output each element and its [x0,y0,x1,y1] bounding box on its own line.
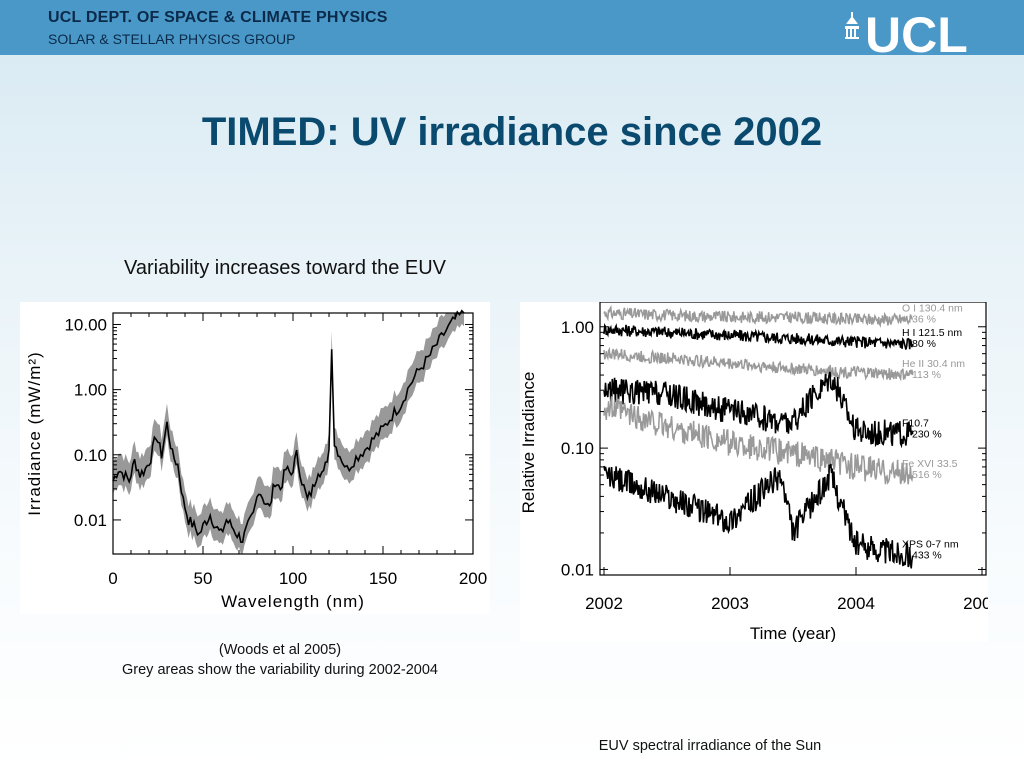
portico-icon [845,12,859,39]
series-line [603,322,914,350]
series-line [603,463,914,569]
department-name: UCL DEPT. OF SPACE & CLIMATE PHYSICS [48,9,388,26]
series-label: H I 121.5 nm [902,327,962,339]
logo-text: UCL [865,7,968,54]
y-tick-label: 1.00 [561,318,594,337]
chart-subtitle: Variability increases toward the EUV [124,257,446,279]
series-variability: 433 % [912,550,942,562]
series-variability: 516 % [912,469,942,481]
relative-irradiance-chart: O I 130.4 nm 36 % H I 121.5 nm 80 % He II 30… [519,301,1001,643]
x-tick-label: 2003 [711,594,749,613]
series-variability: 80 % [912,338,936,350]
x-tick-label: 2005 [963,594,988,613]
x-axis-label: Time (year) [750,624,836,642]
series-label: F10.7 [902,417,929,429]
y-tick-label: 10.00 [64,315,107,334]
y-tick-label: 0.10 [74,446,107,465]
x-tick-label: 150 [369,569,397,588]
x-tick-label: 2004 [837,594,875,613]
series-line [603,371,914,449]
group-name: SOLAR & STELLAR PHYSICS GROUP [48,31,296,47]
series-line [603,396,914,485]
series-label: He II 30.4 nm [902,358,965,370]
x-tick-label: 50 [194,569,213,588]
series-variability: 230 % [912,428,942,440]
caption-source: (Woods et al 2005) [218,642,342,658]
spectrum-line [112,309,465,544]
x-tick-label: 2002 [585,594,623,613]
x-tick-label: 0 [108,569,117,588]
series-label: XPS 0-7 nm [902,539,959,551]
y-tick-label: 0.01 [561,560,594,579]
series-line [603,346,914,382]
x-tick-label: 100 [279,569,307,588]
y-axis-label: Relative Irradiance [520,372,538,514]
caption-note: Grey areas show the variability during 2… [122,662,438,678]
irradiance-spectrum-chart: 10.00 1.00 0.10 0.01 0 50 100 150 200 Wavelength … [20,302,490,614]
series-line [603,304,914,328]
y-axis-label: Irradiance (mW/m²) [25,351,44,515]
slide-title: TIMED: UV irradiance since 2002 [201,110,823,154]
y-tick-label: 0.10 [561,439,594,458]
series-label: O I 130.4 nm [902,302,963,314]
series-variability: 36 % [912,313,936,325]
ucl-logo: UCL [845,7,968,54]
spectrum-plot: 10.00 1.00 0.10 0.01 0 50 100 150 200 Wavelength … [25,309,487,611]
x-tick-label: 200 [459,569,487,588]
bottom-caption: EUV spectral irradiance of the Sun [598,738,822,754]
x-axis-label: Wavelength (nm) [221,592,365,611]
plot-frame [599,301,987,576]
y-tick-label: 1.00 [74,381,107,400]
series-label: Fe XVI 33.5 [902,458,958,470]
left-caption: (Woods et al 2005) Grey areas show the v… [40,640,520,680]
series-variability: 113 % [912,369,941,381]
header-banner: UCL DEPT. OF SPACE & CLIMATE PHYSICS SOL… [0,0,1024,55]
y-tick-label: 0.01 [74,511,107,530]
